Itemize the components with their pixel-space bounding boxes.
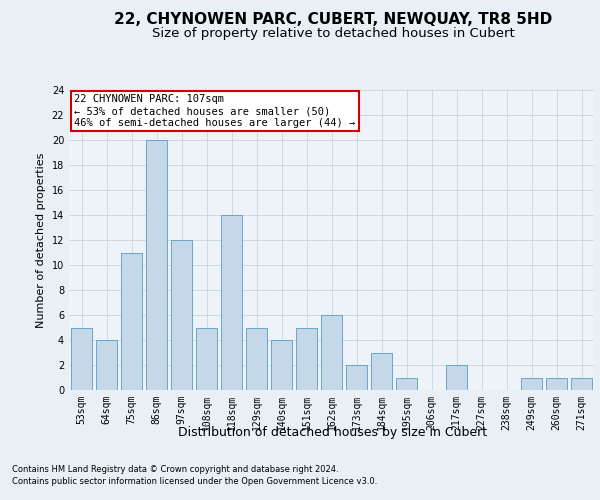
Bar	[371, 352, 392, 390]
Text: 22, CHYNOWEN PARC, CUBERT, NEWQUAY, TR8 5HD: 22, CHYNOWEN PARC, CUBERT, NEWQUAY, TR8 …	[114, 12, 552, 28]
Y-axis label: Number of detached properties: Number of detached properties	[36, 152, 46, 328]
Bar	[246, 328, 267, 390]
Bar	[396, 378, 417, 390]
Bar	[546, 378, 567, 390]
Bar	[171, 240, 192, 390]
Bar	[446, 365, 467, 390]
Bar	[521, 378, 542, 390]
Text: Contains public sector information licensed under the Open Government Licence v3: Contains public sector information licen…	[12, 477, 377, 486]
Text: Size of property relative to detached houses in Cubert: Size of property relative to detached ho…	[152, 28, 514, 40]
Bar	[571, 378, 592, 390]
Bar	[121, 252, 142, 390]
Bar	[271, 340, 292, 390]
Bar	[146, 140, 167, 390]
Text: Contains HM Land Registry data © Crown copyright and database right 2024.: Contains HM Land Registry data © Crown c…	[12, 465, 338, 474]
Bar	[96, 340, 117, 390]
Bar	[296, 328, 317, 390]
Bar	[71, 328, 92, 390]
Bar	[346, 365, 367, 390]
Text: 22 CHYNOWEN PARC: 107sqm
← 53% of detached houses are smaller (50)
46% of semi-d: 22 CHYNOWEN PARC: 107sqm ← 53% of detach…	[74, 94, 355, 128]
Bar	[321, 315, 342, 390]
Bar	[221, 215, 242, 390]
Text: Distribution of detached houses by size in Cubert: Distribution of detached houses by size …	[178, 426, 488, 439]
Bar	[196, 328, 217, 390]
